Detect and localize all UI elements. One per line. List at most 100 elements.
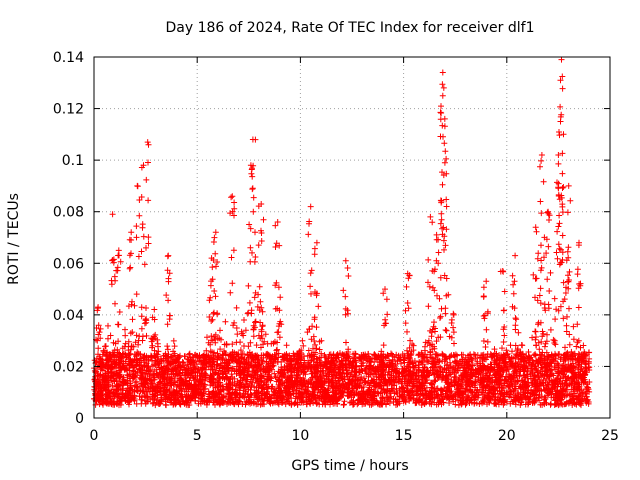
data-point [224, 401, 230, 408]
data-point [122, 326, 128, 333]
data-point [277, 318, 284, 325]
data-point [534, 297, 541, 304]
data-point [247, 378, 254, 385]
data-point [570, 336, 577, 343]
data-point [217, 327, 223, 334]
data-point [181, 362, 188, 369]
data-point [547, 326, 554, 333]
data-point [551, 295, 558, 302]
data-point [443, 327, 450, 334]
data-point [442, 327, 449, 333]
data-point [216, 367, 223, 374]
data-point [552, 316, 559, 323]
data-point [573, 343, 580, 350]
data-point [537, 300, 544, 307]
data-point [431, 319, 437, 326]
data-point [234, 331, 241, 338]
data-point [528, 386, 534, 393]
data-point [256, 307, 263, 314]
data-point [563, 328, 570, 335]
data-point [562, 290, 569, 296]
data-point [164, 343, 171, 350]
data-point [451, 340, 457, 347]
data-point [512, 342, 519, 349]
data-point [306, 326, 313, 333]
data-point [450, 329, 457, 336]
data-point [563, 322, 570, 329]
data-point [149, 342, 156, 349]
data-point [209, 349, 216, 356]
data-point [536, 346, 543, 353]
data-point [446, 400, 453, 406]
data-point [252, 289, 259, 296]
data-point [313, 324, 320, 331]
data-point [448, 320, 455, 326]
data-point [544, 331, 550, 338]
data-points [91, 56, 593, 409]
data-point [283, 342, 290, 349]
data-point [210, 352, 217, 359]
data-point [214, 335, 221, 342]
data-point [574, 339, 581, 346]
data-point [276, 383, 283, 390]
data-point [217, 346, 224, 353]
data-point [559, 232, 566, 239]
data-point [151, 306, 158, 313]
data-point [316, 346, 323, 353]
data-point [343, 339, 349, 346]
data-point [170, 337, 177, 344]
data-point [438, 305, 445, 312]
data-point [247, 339, 254, 346]
data-point [233, 325, 240, 331]
data-point [133, 332, 140, 339]
data-point [560, 315, 567, 322]
data-point [585, 358, 592, 365]
data-point [562, 357, 569, 364]
data-point [105, 335, 111, 342]
data-point [252, 318, 259, 325]
data-point [269, 362, 276, 369]
data-point [172, 379, 179, 386]
data-point [122, 340, 129, 347]
chart-title: Day 186 of 2024, Rate Of TEC Index for r… [166, 20, 535, 36]
data-point [506, 363, 513, 370]
data-point [222, 318, 229, 325]
data-point [437, 315, 443, 321]
data-point [570, 323, 577, 330]
data-point [566, 341, 573, 348]
data-point [441, 272, 448, 279]
data-point [143, 319, 150, 326]
data-point [423, 377, 429, 384]
data-point [142, 400, 149, 407]
data-point [507, 400, 514, 407]
data-point [122, 332, 129, 339]
data-point [432, 328, 438, 335]
data-point [186, 351, 192, 358]
data-point [233, 304, 240, 311]
data-point [250, 333, 257, 340]
data-point [299, 337, 306, 344]
data-point [138, 313, 145, 320]
data-point [274, 329, 281, 336]
data-point [437, 313, 444, 320]
data-point [305, 347, 312, 354]
data-point [558, 381, 565, 388]
data-point [262, 331, 269, 338]
data-point [241, 317, 247, 323]
data-point [96, 401, 103, 408]
data-point [181, 353, 188, 360]
data-point [207, 348, 214, 355]
data-point [278, 321, 285, 328]
data-point [311, 314, 318, 321]
data-point [406, 344, 413, 351]
data-point [154, 384, 161, 390]
data-point [532, 336, 539, 343]
data-point [560, 279, 567, 286]
data-point [431, 377, 438, 384]
data-point [541, 343, 548, 350]
data-point [519, 396, 526, 403]
data-point [537, 285, 544, 292]
data-point [143, 305, 149, 311]
data-point [507, 342, 514, 349]
data-point [566, 305, 572, 312]
